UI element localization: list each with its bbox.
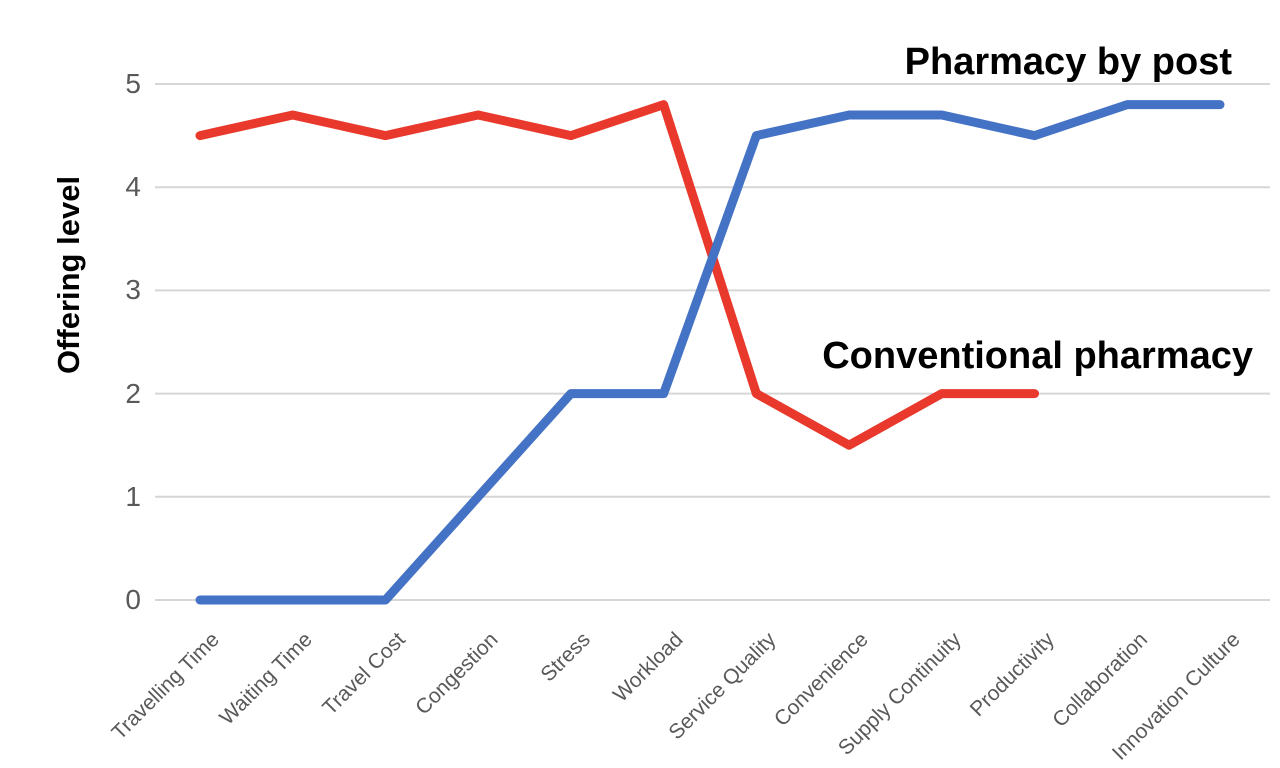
y-tick-label-3: 3: [125, 274, 141, 306]
series-annotation-conventional-pharmacy: Conventional pharmacy: [822, 335, 1253, 377]
y-tick-label-5: 5: [125, 68, 141, 99]
series-line-conventional-pharmacy: [195, 100, 1040, 450]
y-tick-label-0: 0: [125, 584, 141, 615]
y-tick-label-4: 4: [125, 171, 141, 203]
series-line-pharmacy-by-post: [195, 100, 1225, 605]
y-tick-label-2: 2: [125, 377, 141, 409]
y-tick-label-1: 1: [125, 480, 141, 512]
series-annotation-pharmacy-by-post: Pharmacy by post: [904, 41, 1232, 83]
